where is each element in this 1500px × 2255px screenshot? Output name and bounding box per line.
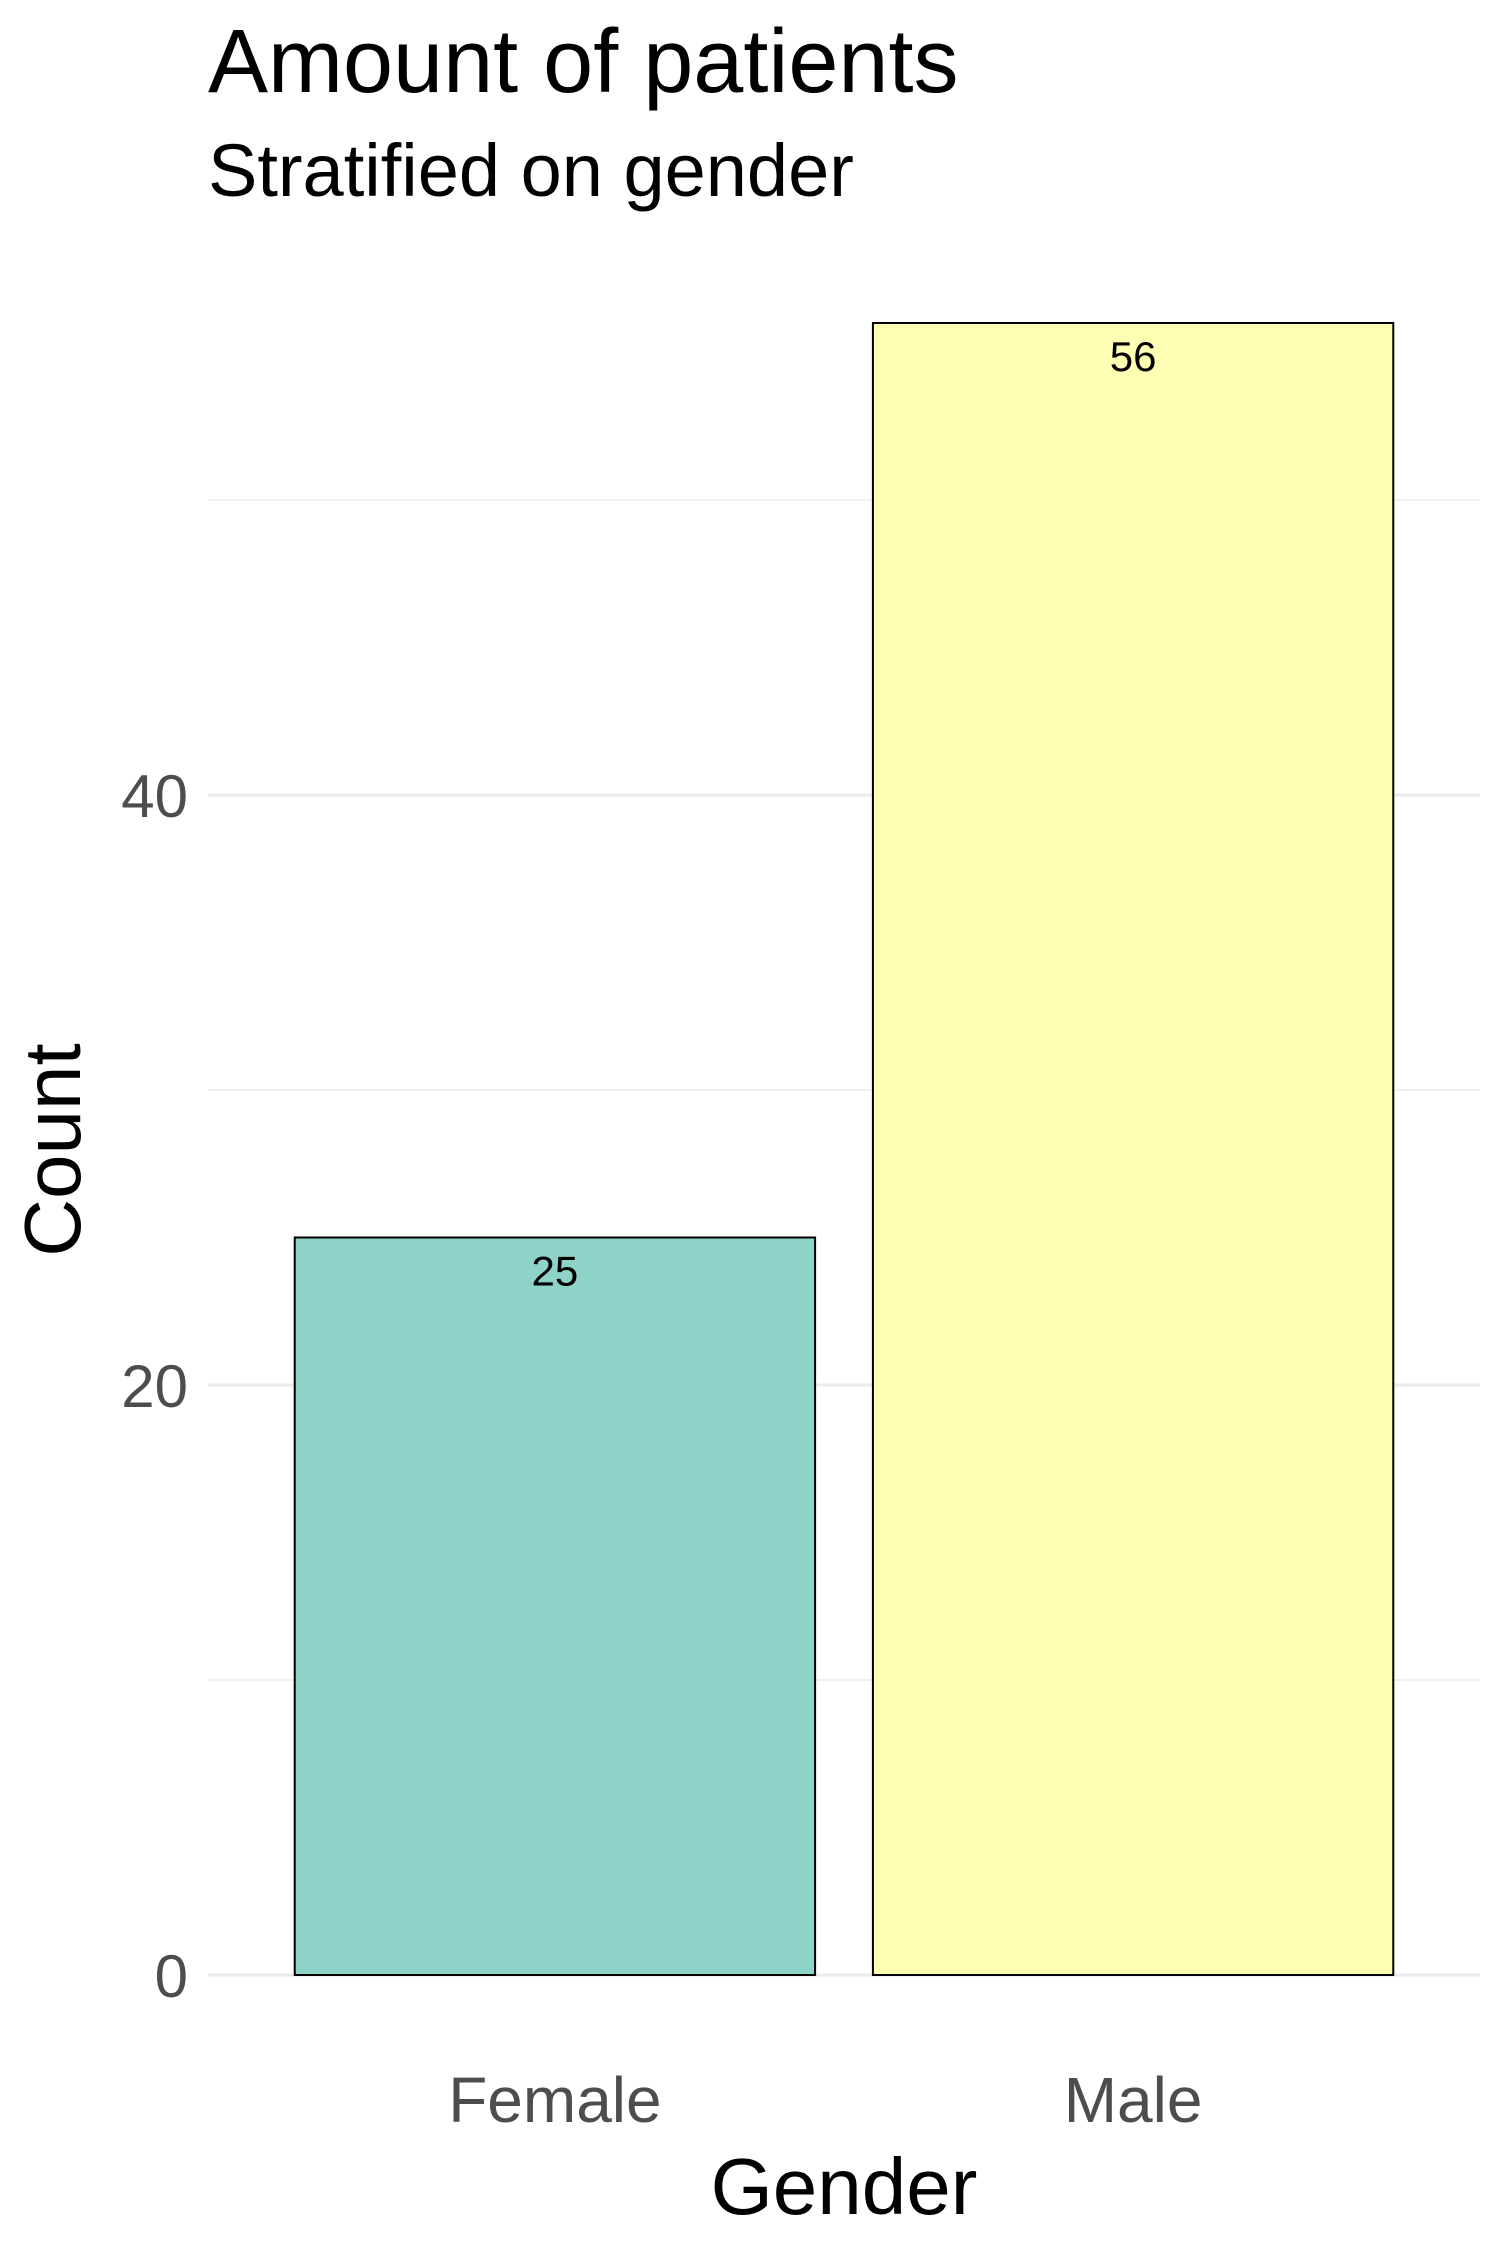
- bars: 25 56: [293, 322, 1395, 1976]
- y-axis-title: Count: [8, 1043, 97, 1256]
- x-axis-title: Gender: [711, 2142, 978, 2231]
- x-tick-label: Female: [448, 2064, 661, 2136]
- x-axis-ticks: Female Male: [448, 2064, 1202, 2136]
- bar-female: [293, 1236, 817, 1976]
- bar-value-label: 56: [1110, 333, 1157, 380]
- bar-value-label: 25: [532, 1248, 579, 1295]
- y-tick-label: 40: [121, 763, 188, 830]
- y-tick-label: 20: [121, 1353, 188, 1420]
- chart-title: Amount of patients: [208, 12, 958, 112]
- y-tick-label: 0: [155, 1943, 188, 2010]
- chart-subtitle: Stratified on gender: [208, 129, 854, 212]
- y-axis-ticks: 0 20 40: [121, 763, 188, 2010]
- x-tick-label: Male: [1064, 2064, 1203, 2136]
- bar-male: [871, 322, 1395, 1976]
